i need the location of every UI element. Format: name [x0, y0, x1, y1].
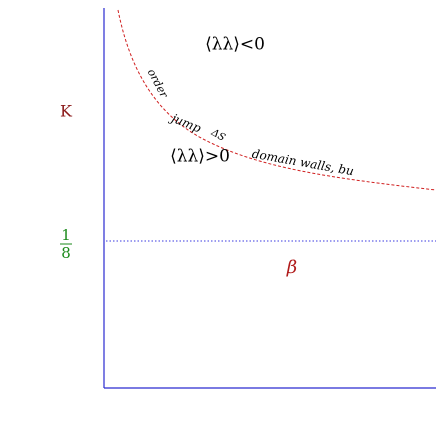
transition-curve [117, 9, 436, 191]
curve-label: domain walls, bu [251, 147, 355, 179]
marker-denominator: 8 [61, 244, 71, 262]
region-label: ⟨λλ⟩>0 [170, 147, 230, 167]
curve-label: jump [167, 110, 204, 136]
y-label: K [60, 102, 73, 121]
curve-label: ΔS [208, 127, 227, 144]
region-label: ⟨λλ⟩<0 [205, 35, 265, 55]
x-label: β [286, 257, 297, 278]
curve-label: order [145, 67, 171, 101]
marker-numerator: 1 [61, 226, 71, 244]
